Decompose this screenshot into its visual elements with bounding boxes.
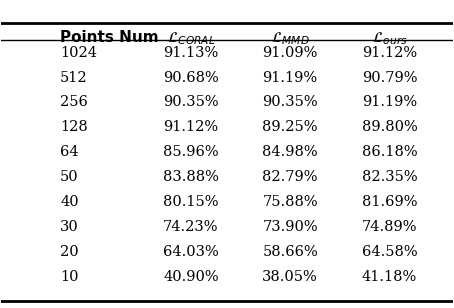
Text: 38.05%: 38.05%	[262, 270, 318, 284]
Text: 91.09%: 91.09%	[262, 46, 318, 60]
Text: 73.90%: 73.90%	[262, 220, 318, 234]
Text: 40: 40	[60, 195, 79, 209]
Text: 20: 20	[60, 245, 79, 259]
Text: 91.12%: 91.12%	[163, 120, 218, 134]
Text: $\mathcal{L}_{ours}$: $\mathcal{L}_{ours}$	[371, 30, 407, 47]
Text: 30: 30	[60, 220, 79, 234]
Text: 91.13%: 91.13%	[163, 46, 218, 60]
Text: 90.68%: 90.68%	[163, 71, 219, 84]
Text: 64: 64	[60, 145, 79, 159]
Text: 256: 256	[60, 95, 88, 109]
Text: 41.18%: 41.18%	[362, 270, 417, 284]
Text: 85.96%: 85.96%	[163, 145, 219, 159]
Text: 1024: 1024	[60, 46, 97, 60]
Text: 80.15%: 80.15%	[163, 195, 219, 209]
Text: 10: 10	[60, 270, 79, 284]
Text: 90.35%: 90.35%	[262, 95, 318, 109]
Text: 82.35%: 82.35%	[362, 170, 417, 184]
Text: 90.79%: 90.79%	[362, 71, 417, 84]
Text: $\mathcal{L}_{CORAL}$: $\mathcal{L}_{CORAL}$	[167, 30, 215, 47]
Text: 40.90%: 40.90%	[163, 270, 219, 284]
Text: 64.03%: 64.03%	[163, 245, 219, 259]
Text: 83.88%: 83.88%	[163, 170, 219, 184]
Text: 86.18%: 86.18%	[362, 145, 417, 159]
Text: 91.19%: 91.19%	[362, 95, 417, 109]
Text: 128: 128	[60, 120, 88, 134]
Text: 89.80%: 89.80%	[361, 120, 417, 134]
Text: 91.19%: 91.19%	[262, 71, 318, 84]
Text: 58.66%: 58.66%	[262, 245, 318, 259]
Text: $\mathcal{L}_{MMD}$: $\mathcal{L}_{MMD}$	[271, 30, 310, 47]
Text: 64.58%: 64.58%	[362, 245, 417, 259]
Text: 74.23%: 74.23%	[163, 220, 219, 234]
Text: 74.89%: 74.89%	[362, 220, 417, 234]
Text: 512: 512	[60, 71, 88, 84]
Text: 50: 50	[60, 170, 79, 184]
Text: 75.88%: 75.88%	[262, 195, 318, 209]
Text: 81.69%: 81.69%	[362, 195, 417, 209]
Text: 91.12%: 91.12%	[362, 46, 417, 60]
Text: 90.35%: 90.35%	[163, 95, 219, 109]
Text: 89.25%: 89.25%	[262, 120, 318, 134]
Text: 82.79%: 82.79%	[262, 170, 318, 184]
Text: 84.98%: 84.98%	[262, 145, 318, 159]
Text: Points Num: Points Num	[60, 30, 158, 45]
